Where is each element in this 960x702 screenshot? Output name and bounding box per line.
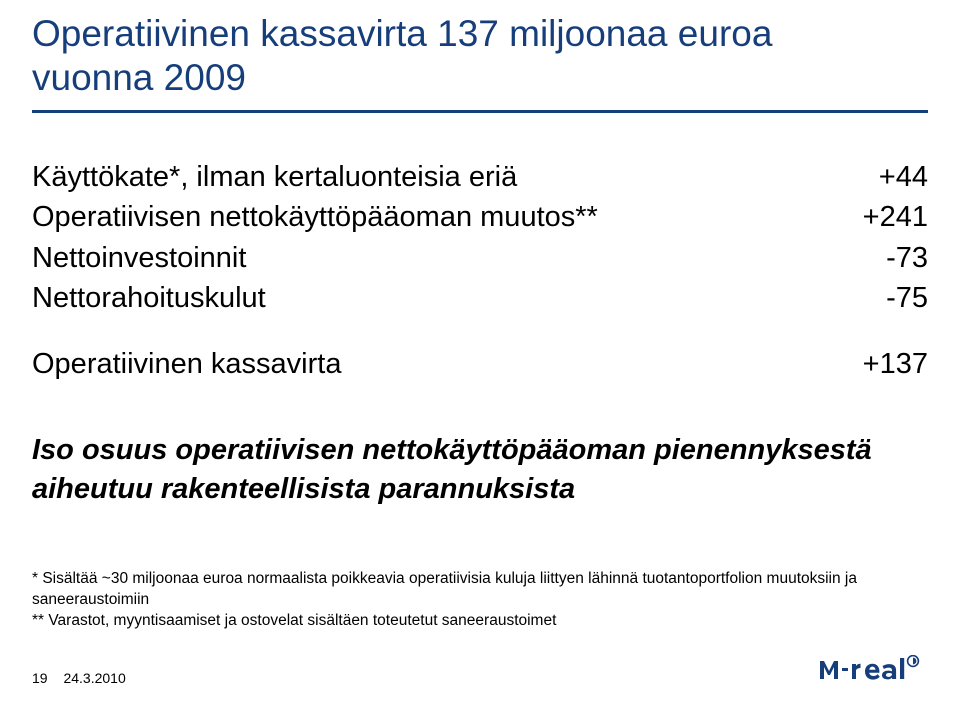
row-net-finance-costs: Nettorahoituskulut -75	[32, 279, 928, 317]
row-value: -73	[808, 239, 928, 277]
title-line-1: Operatiivinen kassavirta 137 miljoonaa e…	[32, 13, 772, 54]
footnote-1: * Sisältää ~30 miljoonaa euroa normaalis…	[32, 569, 928, 611]
spacer	[32, 319, 928, 345]
row-operating-cashflow: Operatiivinen kassavirta +137	[32, 345, 928, 383]
brand-logo	[818, 655, 928, 688]
slide-title: Operatiivinen kassavirta 137 miljoonaa e…	[32, 12, 792, 99]
row-value: +241	[808, 198, 928, 236]
row-ebitda: Käyttökate*, ilman kertaluonteisia eriä …	[32, 158, 928, 196]
spacer	[32, 411, 928, 431]
page-number: 19	[32, 670, 48, 686]
row-nwc-change: Operatiivisen nettokäyttöpääoman muutos*…	[32, 198, 928, 236]
row-value: +44	[808, 158, 928, 196]
footnote-2: ** Varastot, myyntisaamiset ja ostovelat…	[32, 611, 928, 632]
footer-date: 24.3.2010	[63, 670, 125, 686]
emphasis-text: Iso osuus operatiivisen nettokäyttöpääom…	[32, 431, 928, 508]
footer: 19 24.3.2010	[32, 670, 126, 686]
title-line-2: vuonna 2009	[32, 57, 246, 98]
spacer	[32, 385, 928, 411]
row-net-investments: Nettoinvestoinnit -73	[32, 239, 928, 277]
emphasis-line-1: Iso osuus operatiivisen nettokäyttöpääom…	[32, 434, 872, 466]
slide: Operatiivinen kassavirta 137 miljoonaa e…	[0, 0, 960, 702]
mreal-logo-icon	[818, 655, 928, 683]
row-value: -75	[808, 279, 928, 317]
row-label: Käyttökate*, ilman kertaluonteisia eriä	[32, 158, 808, 196]
footnotes: * Sisältää ~30 miljoonaa euroa normaalis…	[32, 569, 928, 632]
emphasis-line-2: aiheutuu rakenteellisista parannuksista	[32, 473, 575, 505]
row-value: +137	[808, 345, 928, 383]
row-label: Nettorahoituskulut	[32, 279, 808, 317]
title-underline	[32, 110, 928, 113]
row-label: Operatiivinen kassavirta	[32, 345, 808, 383]
row-label: Nettoinvestoinnit	[32, 239, 808, 277]
row-label: Operatiivisen nettokäyttöpääoman muutos*…	[32, 198, 808, 236]
body-content: Käyttökate*, ilman kertaluonteisia eriä …	[32, 158, 928, 508]
